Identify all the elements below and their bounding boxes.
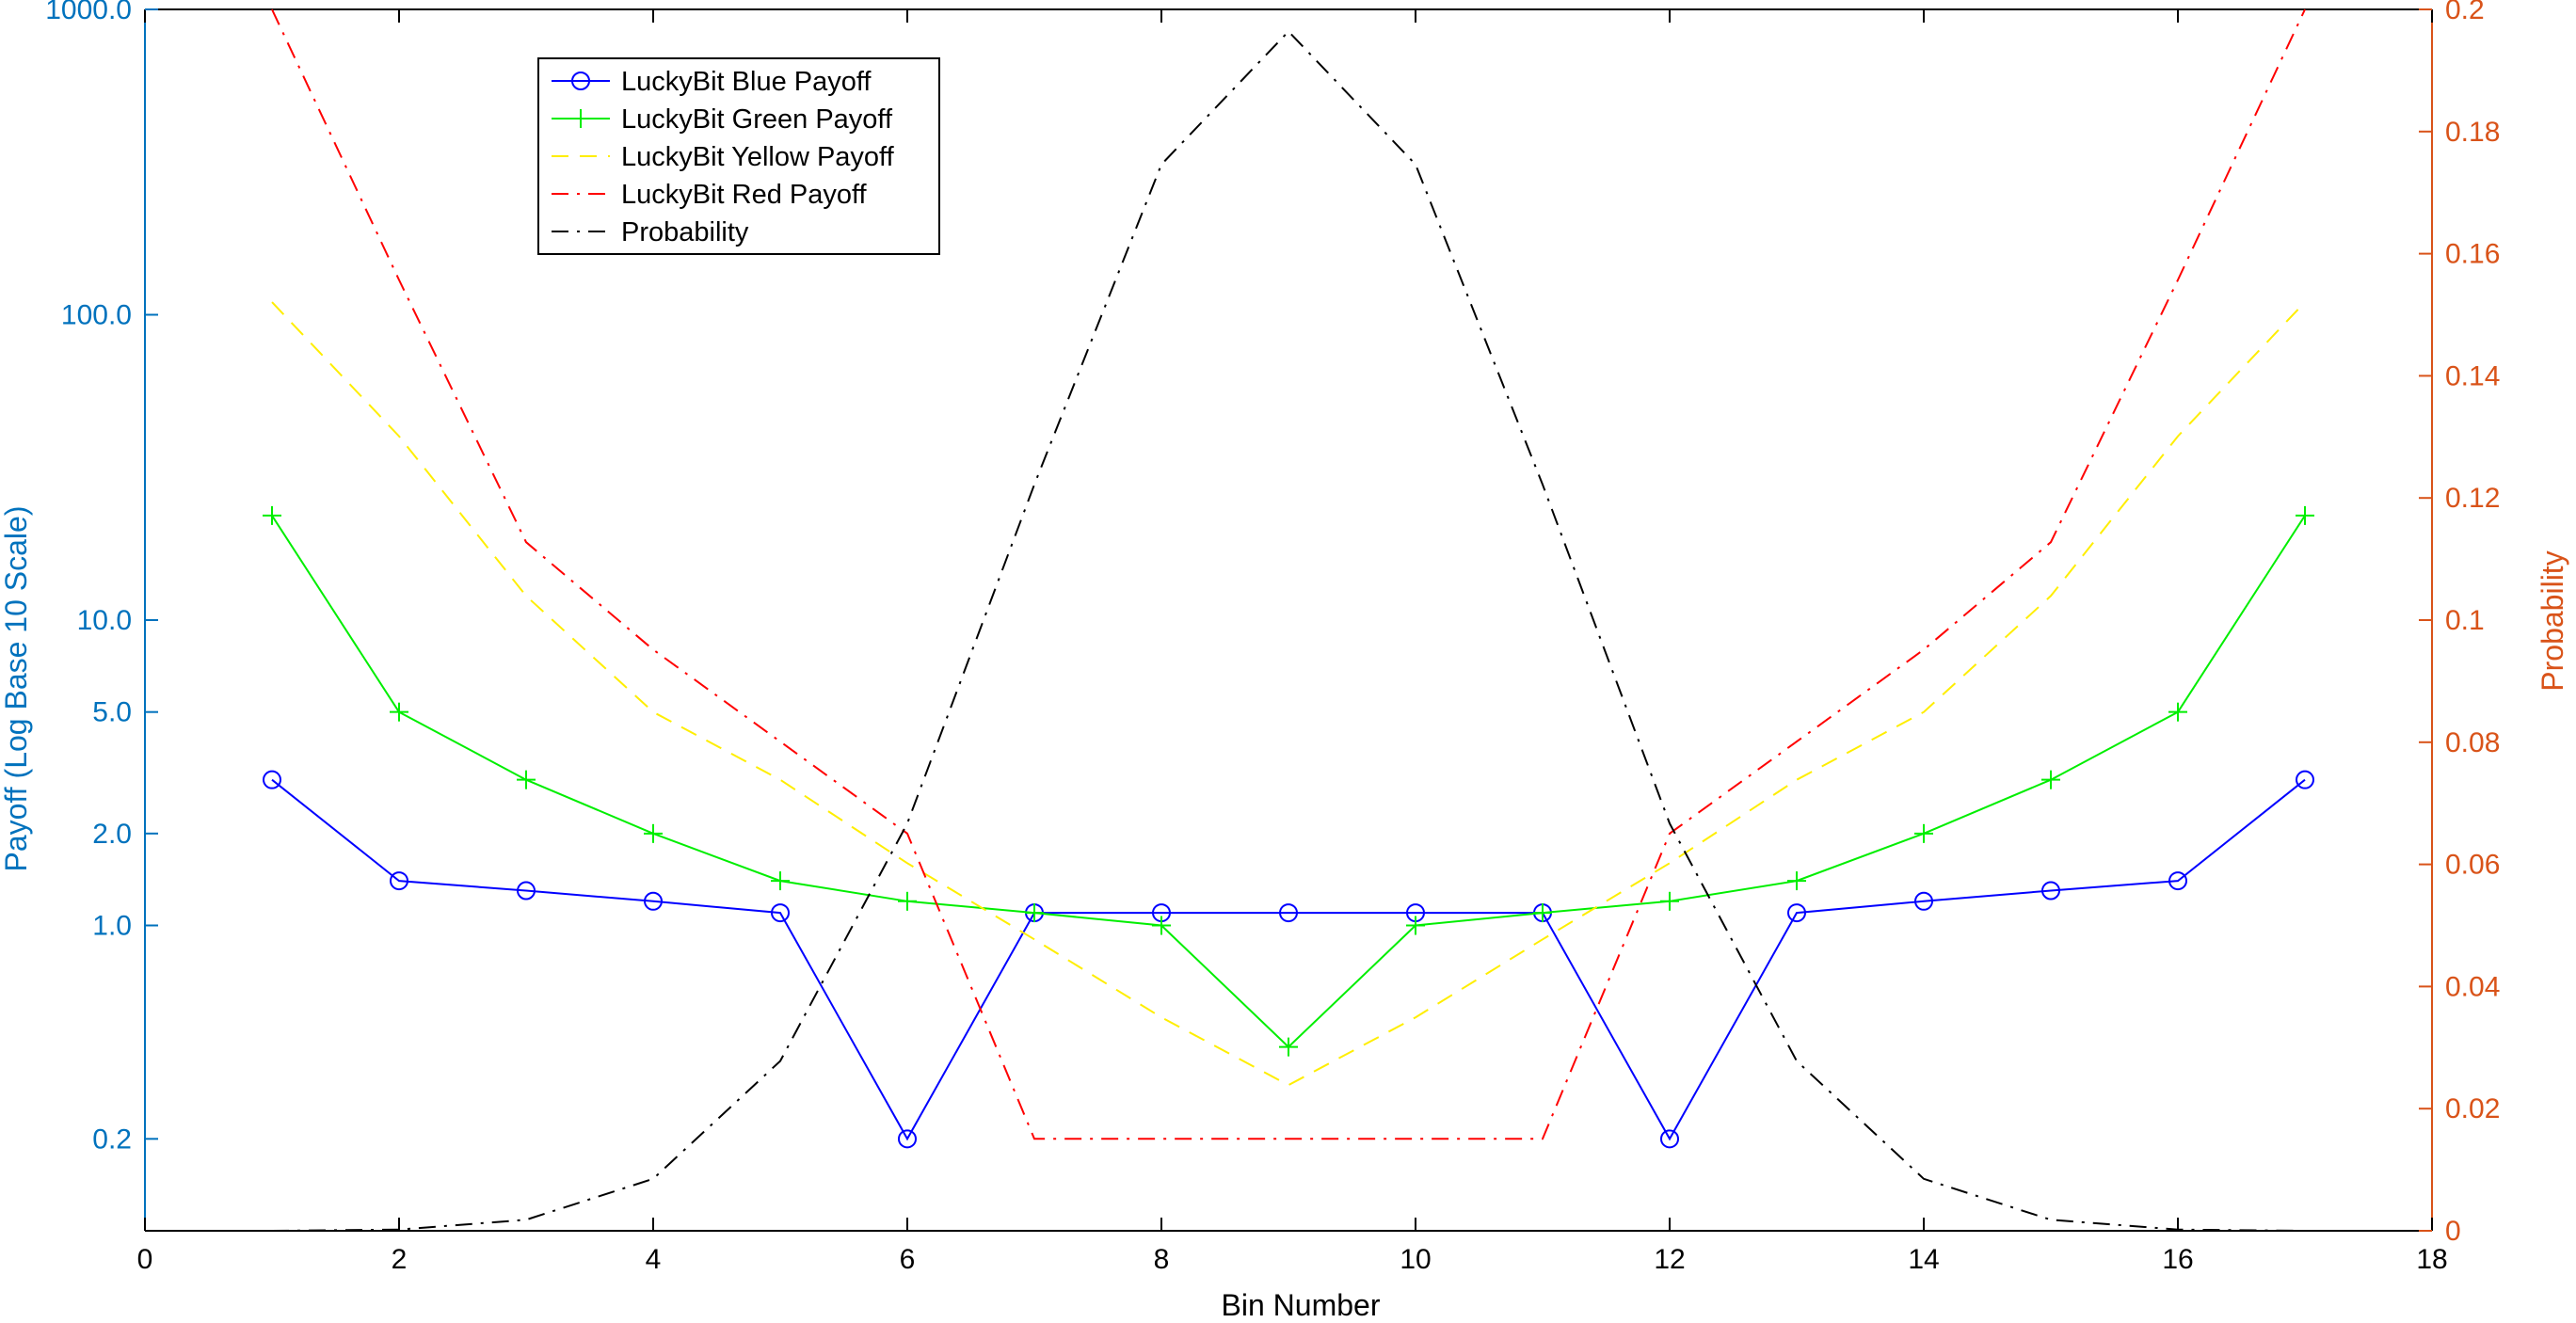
series-probability xyxy=(271,29,2306,1232)
data-point-luckybit-blue-payoff xyxy=(263,770,281,789)
data-point-luckybit-blue-payoff xyxy=(2168,871,2187,891)
data-point-luckybit-green-payoff xyxy=(898,891,917,911)
x-axis-title: Bin Number xyxy=(1222,1288,1381,1318)
data-point-luckybit-green-payoff xyxy=(2296,505,2314,525)
data-point-luckybit-blue-payoff xyxy=(898,1129,917,1149)
data-point-luckybit-green-payoff xyxy=(771,871,790,891)
series-line-probability xyxy=(271,29,2306,1232)
data-point-luckybit-green-payoff xyxy=(263,505,281,525)
data-point-luckybit-green-payoff xyxy=(517,770,536,789)
y-left-tick-label: 2.0 xyxy=(92,819,132,850)
data-point-luckybit-blue-payoff xyxy=(1787,903,1806,923)
x-tick-label: 10 xyxy=(1400,1244,1431,1275)
data-point-luckybit-green-payoff xyxy=(2041,770,2060,789)
legend-label: LuckyBit Red Payoff xyxy=(621,180,868,210)
y-axis-left-title: Payoff (Log Base 10 Scale) xyxy=(0,506,33,872)
x-tick-label: 4 xyxy=(646,1244,662,1275)
y-left-tick-label: 100.0 xyxy=(61,300,132,331)
data-point-luckybit-blue-payoff xyxy=(644,891,663,911)
data-point-luckybit-green-payoff xyxy=(1406,916,1425,935)
data-point-luckybit-green-payoff xyxy=(1152,916,1171,935)
y-right-tick-label: 0 xyxy=(2445,1216,2461,1247)
legend-entry-probability: Probability xyxy=(552,217,749,247)
series-line-luckybit-yellow-payoff xyxy=(271,301,2306,1087)
y-right-tick-label: 0.04 xyxy=(2445,971,2500,1002)
data-point-luckybit-blue-payoff xyxy=(1660,1129,1679,1149)
data-point-luckybit-blue-payoff xyxy=(2041,881,2060,901)
y-right-tick-label: 0.12 xyxy=(2445,483,2500,514)
label-layer: Bin Number Payoff (Log Base 10 Scale) Pr… xyxy=(0,506,2569,1322)
y-left-tick-label: 5.0 xyxy=(92,697,132,728)
y-right-tick-label: 0.2 xyxy=(2445,0,2485,25)
legend-label: LuckyBit Yellow Payoff xyxy=(621,142,895,172)
data-point-luckybit-green-payoff xyxy=(644,823,663,843)
y-right-tick-label: 0.1 xyxy=(2445,605,2485,636)
series-line-luckybit-red-payoff xyxy=(271,8,2306,1140)
legend: LuckyBit Blue Payoff LuckyBit Green Payof… xyxy=(537,57,940,255)
legend-label: LuckyBit Green Payoff xyxy=(621,104,893,135)
legend-entries: LuckyBit Blue Payoff LuckyBit Green Payof… xyxy=(552,67,895,247)
data-point-luckybit-blue-payoff xyxy=(517,881,536,901)
y-right-tick-label: 0.18 xyxy=(2445,117,2500,148)
y-right-tick-label: 0.08 xyxy=(2445,727,2500,758)
y-right-tick-label: 0.14 xyxy=(2445,360,2500,391)
series-luckybit-yellow-payoff xyxy=(271,301,2306,1087)
series-layer xyxy=(263,8,2314,1232)
data-point-luckybit-green-payoff xyxy=(1279,1037,1298,1057)
x-tick-label: 18 xyxy=(2416,1244,2447,1275)
x-tick-label: 14 xyxy=(1908,1244,1939,1275)
series-line-luckybit-blue-payoff xyxy=(271,778,2306,1141)
x-tick-label: 6 xyxy=(900,1244,916,1275)
y-right-tick-label: 0.02 xyxy=(2445,1093,2500,1124)
legend-label: Probability xyxy=(621,217,749,247)
data-point-luckybit-green-payoff xyxy=(1914,823,1933,843)
y-left-tick-label: 1000.0 xyxy=(45,0,132,25)
legend-box xyxy=(537,57,940,255)
legend-entry-luckybit-red-payoff: LuckyBit Red Payoff xyxy=(552,180,868,210)
y-left-tick-label: 10.0 xyxy=(77,605,132,636)
data-point-luckybit-blue-payoff xyxy=(2296,770,2314,789)
y-right-tick-label: 0.06 xyxy=(2445,850,2500,881)
y-left-tick-label: 0.2 xyxy=(92,1124,132,1155)
data-point-luckybit-green-payoff xyxy=(1660,891,1679,911)
legend-entry-luckybit-green-payoff: LuckyBit Green Payoff xyxy=(552,104,893,135)
axes-layer: 0 2 4 6 8 10 12 14 16 18 0.2 1.0 2.0 5.0 10.0 100.0 1000… xyxy=(45,0,2500,1275)
data-point-luckybit-green-payoff xyxy=(1025,903,1044,923)
legend-entry-luckybit-yellow-payoff: LuckyBit Yellow Payoff xyxy=(552,142,895,172)
series-luckybit-blue-payoff xyxy=(263,770,2314,1149)
x-tick-label: 0 xyxy=(137,1244,153,1275)
legend-marker xyxy=(571,109,590,128)
data-point-luckybit-blue-payoff xyxy=(771,903,790,923)
x-tick-label: 16 xyxy=(2162,1244,2193,1275)
x-tick-label: 8 xyxy=(1154,1244,1170,1275)
data-point-luckybit-blue-payoff xyxy=(1914,891,1933,911)
legend-entry-luckybit-blue-payoff: LuckyBit Blue Payoff xyxy=(552,67,872,97)
data-point-luckybit-green-payoff xyxy=(1787,871,1806,891)
legend-label: LuckyBit Blue Payoff xyxy=(621,67,872,97)
data-point-luckybit-blue-payoff xyxy=(390,871,408,891)
data-point-luckybit-blue-payoff xyxy=(1279,903,1298,923)
data-point-luckybit-green-payoff xyxy=(1533,903,1552,923)
series-luckybit-red-payoff xyxy=(271,8,2306,1140)
y-axis-right-title: Probability xyxy=(2536,550,2569,691)
legend-marker xyxy=(571,72,590,90)
data-point-luckybit-green-payoff xyxy=(390,702,408,722)
y-right-tick-label: 0.16 xyxy=(2445,239,2500,270)
series-luckybit-green-payoff xyxy=(263,505,2314,1057)
y-left-tick-label: 1.0 xyxy=(92,911,132,942)
data-point-luckybit-green-payoff xyxy=(2168,702,2187,722)
x-tick-label: 2 xyxy=(392,1244,408,1275)
x-tick-label: 12 xyxy=(1654,1244,1685,1275)
